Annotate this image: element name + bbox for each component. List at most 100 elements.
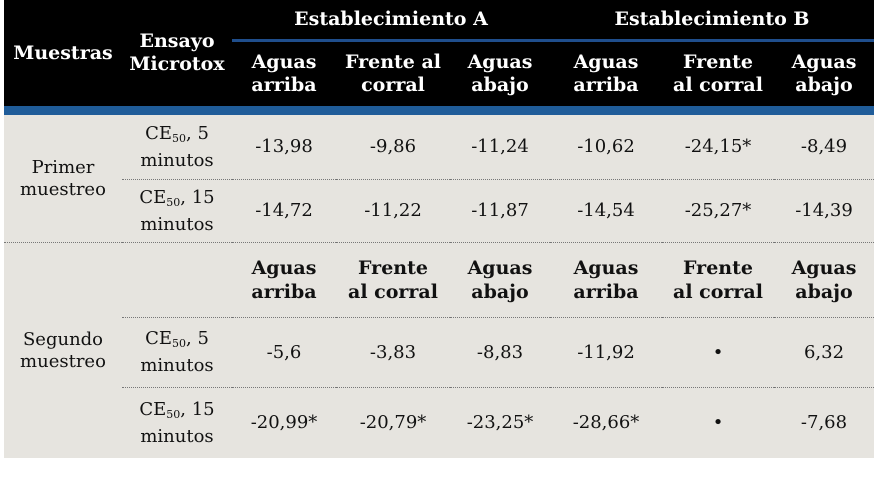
assay-time: , 15 xyxy=(180,398,215,420)
sample-label-segundo: Segundo muestreo xyxy=(4,242,122,458)
sub-col-line1: Aguas xyxy=(251,257,317,279)
value-cell: -11,22 xyxy=(336,179,450,243)
sub-col-header: Aguas abajo xyxy=(774,242,874,318)
sub-col-header: Frente al corral xyxy=(336,242,450,318)
sub-col-line2: abajo xyxy=(471,281,529,303)
col-header-a-aguas-arriba: Aguas arriba xyxy=(232,40,336,106)
value-cell: -20,79* xyxy=(336,387,450,458)
value-cell: -11,24 xyxy=(450,115,550,180)
header-muestras: Muestras xyxy=(4,0,122,106)
sub-col-header: Aguas arriba xyxy=(550,242,662,318)
header-establecimiento-a: Establecimiento A xyxy=(232,0,550,42)
sub-col-line2: al corral xyxy=(348,281,438,303)
sub-header-row: Segundo muestreo Aguas arriba Frente al co… xyxy=(4,242,874,458)
table-row: CE50, 5 minutos -5,6 -3,83 -8,83 -11,92 … xyxy=(4,317,874,388)
assay-cell: CE50, 5 minutos xyxy=(122,317,232,388)
value-cell: 6,32 xyxy=(774,317,874,388)
value-cell: -9,86 xyxy=(336,115,450,180)
table-row: CE50, 15 minutos -20,99* -20,79* -23,25*… xyxy=(4,387,874,458)
sample-label-line2: muestreo xyxy=(20,178,106,200)
col-header-line2: abajo xyxy=(471,73,529,96)
col-header-line2: abajo xyxy=(795,73,853,96)
sub-col-line1: Frente xyxy=(683,257,753,279)
empty-assay-cell xyxy=(122,242,232,318)
sub-col-header: Aguas arriba xyxy=(232,242,336,318)
value-cell: -20,99* xyxy=(232,387,336,458)
assay-unit: minutos xyxy=(140,425,214,447)
value-cell: -8,49 xyxy=(774,115,874,180)
value-cell: -23,25* xyxy=(450,387,550,458)
col-header-line2: al corral xyxy=(673,73,763,96)
header-establecimiento-b: Establecimiento B xyxy=(550,0,874,42)
sub-col-line1: Frente xyxy=(358,257,428,279)
value-cell: -13,98 xyxy=(232,115,336,180)
header-ensayo-microtox: Ensayo Microtox xyxy=(122,0,232,106)
col-header-line2: arriba xyxy=(573,73,639,96)
col-header-a-aguas-abajo: Aguas abajo xyxy=(450,40,550,106)
col-header-line2: corral xyxy=(361,73,425,96)
header-divider-bar xyxy=(4,106,874,115)
assay-cell: CE50, 5 minutos xyxy=(122,115,232,180)
table-header: Muestras Ensayo Microtox Establecimiento… xyxy=(4,0,874,106)
assay-unit: minutos xyxy=(140,213,214,235)
results-table-container: Muestras Ensayo Microtox Establecimiento… xyxy=(4,0,874,493)
header-ensayo-line1: Ensayo xyxy=(139,30,215,52)
assay-time: , 5 xyxy=(186,328,209,349)
assay-unit: minutos xyxy=(140,355,214,376)
table-row: CE50, 15 minutos -14,72 -11,22 -11,87 -1… xyxy=(4,179,874,243)
col-header-line1: Frente al xyxy=(344,50,442,73)
sub-col-line2: arriba xyxy=(251,281,317,303)
col-header-line2: arriba xyxy=(251,73,317,96)
microtox-results-table: Muestras Ensayo Microtox Establecimiento… xyxy=(4,0,874,458)
assay-cell: CE50, 15 minutos xyxy=(122,387,232,458)
assay-ce: CE xyxy=(145,122,172,144)
col-header-line1: Aguas xyxy=(573,50,639,73)
sample-label-primer: Primer muestreo xyxy=(4,115,122,243)
sub-col-line2: abajo xyxy=(795,281,853,303)
assay-subscript: 50 xyxy=(172,131,186,145)
value-cell: -8,83 xyxy=(450,317,550,388)
value-cell: -14,54 xyxy=(550,179,662,243)
sub-col-line1: Aguas xyxy=(573,257,639,279)
col-header-b-aguas-arriba: Aguas arriba xyxy=(550,40,662,106)
sample-label-line1: Segundo xyxy=(22,328,104,350)
assay-subscript: 50 xyxy=(166,407,181,421)
col-header-b-frente-corral: Frente al corral xyxy=(662,40,774,106)
value-cell: -7,68 xyxy=(774,387,874,458)
value-cell: -28,66* xyxy=(550,387,662,458)
value-cell: -11,87 xyxy=(450,179,550,243)
value-cell: -5,6 xyxy=(232,317,336,388)
sub-col-line1: Aguas xyxy=(467,257,533,279)
col-header-a-frente-corral: Frente al corral xyxy=(336,40,450,106)
assay-ce: CE xyxy=(145,328,172,349)
sub-col-line2: arriba xyxy=(573,281,639,303)
value-cell: -11,92 xyxy=(550,317,662,388)
sub-col-header: Frente al corral xyxy=(662,242,774,318)
sub-col-line1: Aguas xyxy=(791,257,857,279)
col-header-line1: Aguas xyxy=(791,50,857,73)
col-header-line1: Frente xyxy=(683,50,753,73)
sample-label-line2: muestreo xyxy=(20,350,106,372)
col-header-line1: Aguas xyxy=(251,50,317,73)
assay-unit: minutos xyxy=(140,149,214,171)
table-row: Primer muestreo CE50, 5 minutos -13,98 -… xyxy=(4,115,874,243)
assay-ce: CE xyxy=(139,186,167,208)
value-cell: -14,72 xyxy=(232,179,336,243)
col-header-line1: Aguas xyxy=(467,50,533,73)
assay-time: , 15 xyxy=(180,186,215,208)
assay-subscript: 50 xyxy=(172,337,186,350)
assay-ce: CE xyxy=(139,398,167,420)
assay-cell: CE50, 15 minutos xyxy=(122,179,232,243)
sample-label-line1: Primer xyxy=(31,156,95,178)
table-body: Primer muestreo CE50, 5 minutos -13,98 -… xyxy=(4,106,874,458)
header-ensayo-line2: Microtox xyxy=(129,53,225,75)
value-cell: -10,62 xyxy=(550,115,662,180)
bullet-cell: • xyxy=(662,387,774,458)
sub-col-line2: al corral xyxy=(673,281,763,303)
col-header-b-aguas-abajo: Aguas abajo xyxy=(774,40,874,106)
value-cell: -25,27* xyxy=(662,179,774,243)
bullet-cell: • xyxy=(662,317,774,388)
assay-subscript: 50 xyxy=(166,195,181,209)
assay-time: , 5 xyxy=(186,122,209,144)
value-cell: -24,15* xyxy=(662,115,774,180)
